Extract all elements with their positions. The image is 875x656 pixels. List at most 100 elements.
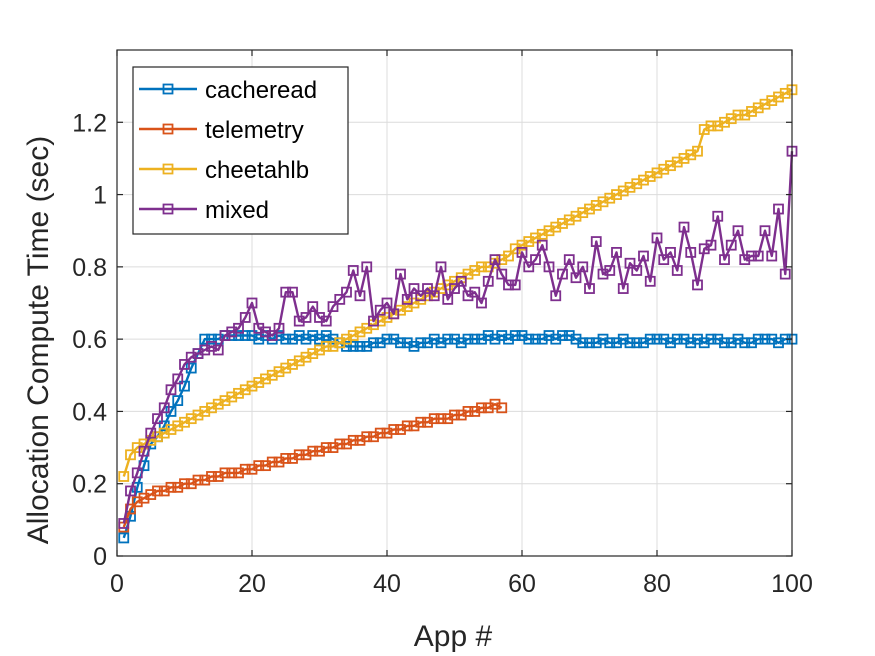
series-mixed xyxy=(118,145,798,529)
data-point-cacheread xyxy=(651,333,663,345)
data-point-mixed xyxy=(165,384,177,396)
data-point-cacheread xyxy=(509,330,521,341)
data-point-telemetry xyxy=(226,467,238,479)
data-point-mixed xyxy=(145,427,157,439)
data-point-mixed xyxy=(671,265,683,276)
data-point-mixed xyxy=(435,261,447,273)
data-point-cacheread xyxy=(354,340,366,352)
data-point-mixed xyxy=(266,330,278,341)
data-point-mixed xyxy=(428,290,440,302)
plot-frame xyxy=(116,49,793,557)
series-line-cheetahlb xyxy=(122,88,793,477)
data-point-cacheread xyxy=(415,337,427,349)
legend-marker xyxy=(162,83,174,95)
data-point-telemetry xyxy=(449,409,460,421)
data-point-telemetry xyxy=(307,445,319,457)
data-point-mixed xyxy=(455,275,467,287)
data-point-mixed xyxy=(570,272,582,284)
legend-marker xyxy=(162,123,174,135)
data-point-mixed xyxy=(354,290,366,302)
data-point-cheetahlb xyxy=(125,449,136,461)
data-point-mixed xyxy=(638,250,649,262)
data-point-mixed xyxy=(341,286,352,298)
data-point-mixed xyxy=(158,402,170,414)
data-point-mixed xyxy=(746,250,757,262)
y-tick-label: 0 xyxy=(93,543,107,571)
data-point-cacheread xyxy=(584,337,595,349)
data-point-mixed xyxy=(766,250,778,262)
data-point-telemetry xyxy=(347,434,359,446)
data-point-mixed xyxy=(752,250,764,262)
x-tick-label: 20 xyxy=(238,570,266,598)
data-point-mixed xyxy=(442,293,454,305)
data-point-mixed xyxy=(503,279,514,291)
data-point-mixed xyxy=(590,236,602,247)
data-point-mixed xyxy=(617,283,629,294)
data-point-mixed xyxy=(705,239,717,251)
x-tick-label: 60 xyxy=(508,570,536,598)
data-point-mixed xyxy=(651,232,663,244)
legend-item-mixed: mixed xyxy=(139,197,269,224)
data-point-mixed xyxy=(388,308,400,320)
data-point-cacheread xyxy=(462,333,474,345)
data-point-mixed xyxy=(287,286,298,298)
data-point-mixed xyxy=(779,268,791,280)
data-point-mixed xyxy=(482,275,494,287)
data-point-cacheread xyxy=(118,532,130,544)
legend-item-telemetry: telemetry xyxy=(139,117,304,144)
y-tick-label: 1 xyxy=(93,182,107,210)
data-point-cacheread xyxy=(705,333,717,345)
data-point-mixed xyxy=(725,239,737,251)
data-point-mixed xyxy=(678,221,690,233)
data-point-mixed xyxy=(246,297,258,309)
y-axis-ticks: 0 0.2 0.4 0.6 0.8 1 1.2 xyxy=(72,109,792,571)
data-point-cacheread xyxy=(381,333,393,345)
y-tick-label: 0.8 xyxy=(72,254,107,282)
y-tick-label: 0.4 xyxy=(72,398,107,426)
legend-item-cheetahlb: cheetahlb xyxy=(139,157,309,184)
data-point-telemetry xyxy=(266,456,278,468)
data-point-cacheread xyxy=(442,333,454,345)
data-point-mixed xyxy=(233,322,244,334)
data-point-telemetry xyxy=(179,478,190,490)
data-point-telemetry xyxy=(219,467,231,479)
data-point-telemetry xyxy=(428,413,440,425)
legend-item-cacheread: cacheread xyxy=(139,77,317,104)
x-tick-label: 40 xyxy=(373,570,401,598)
data-point-telemetry xyxy=(192,474,204,486)
data-point-cheetahlb xyxy=(320,340,332,352)
legend-label: telemetry xyxy=(205,117,304,144)
data-point-mixed xyxy=(152,413,163,425)
data-point-mixed xyxy=(496,268,508,280)
legend: cacheread telemetry cheetahlb mixed xyxy=(132,66,349,235)
data-point-cacheread xyxy=(624,337,636,349)
data-point-cacheread xyxy=(469,333,481,345)
x-tick-label: 0 xyxy=(110,570,124,598)
data-point-mixed xyxy=(489,254,501,266)
y-axis-label: Allocation Compute Time (sec) xyxy=(22,136,55,545)
data-point-mixed xyxy=(327,301,339,313)
data-point-telemetry xyxy=(401,420,413,432)
data-point-cheetahlb xyxy=(692,145,703,157)
data-point-mixed xyxy=(408,283,420,294)
data-point-cheetahlb xyxy=(732,109,744,121)
data-point-mixed xyxy=(604,265,616,276)
data-point-mixed xyxy=(773,203,784,215)
data-point-mixed xyxy=(374,304,386,316)
y-tick-label: 0.2 xyxy=(72,471,107,499)
data-point-cheetahlb xyxy=(118,471,130,482)
data-point-mixed xyxy=(563,254,575,266)
data-point-cheetahlb xyxy=(705,120,717,132)
data-point-mixed xyxy=(449,283,460,294)
data-point-cacheread xyxy=(280,333,292,345)
data-point-mixed xyxy=(624,257,636,269)
data-point-telemetry xyxy=(496,402,508,414)
data-point-telemetry xyxy=(462,406,474,417)
data-point-mixed xyxy=(692,279,703,291)
data-point-mixed xyxy=(320,315,332,327)
data-point-cacheread xyxy=(206,333,217,345)
series-layer xyxy=(118,84,798,544)
data-point-cheetahlb xyxy=(476,261,487,273)
data-point-cacheread xyxy=(739,337,751,349)
